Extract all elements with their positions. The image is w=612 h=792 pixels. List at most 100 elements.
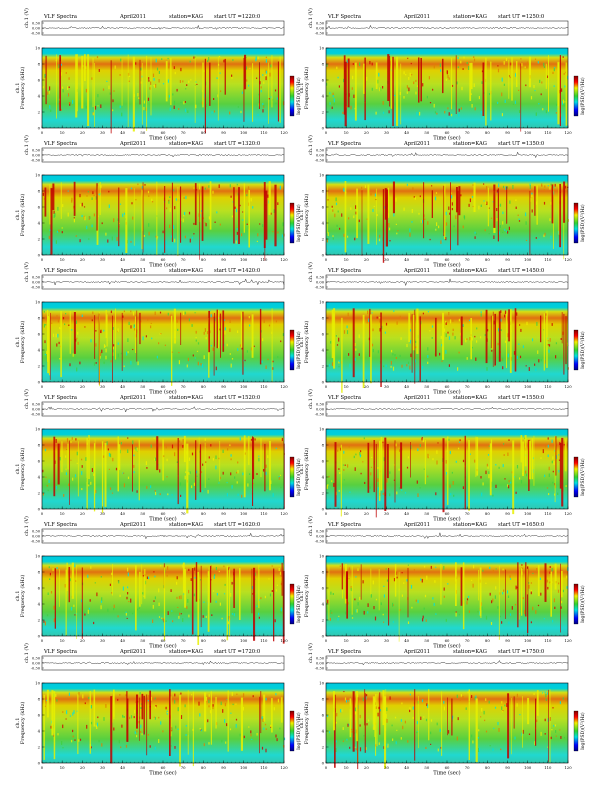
spectral-speckle (496, 218, 498, 222)
spectral-speckle (421, 437, 423, 441)
spectral-speckle (474, 696, 476, 701)
spectral-speckle (275, 734, 277, 738)
spectral-speckle (107, 239, 109, 243)
spectral-speckle (67, 93, 70, 97)
spectral-speckle (249, 473, 251, 475)
spectral-speckle (101, 222, 103, 225)
spectral-speckle (168, 65, 170, 69)
spectral-speckle (453, 225, 455, 228)
spectral-speckle (501, 621, 503, 624)
time-tick-label: 70 (465, 638, 470, 643)
spectral-speckle (516, 465, 519, 469)
time-tick-label: 120 (564, 384, 572, 389)
spectral-speckle (49, 86, 51, 91)
freq-tick-label: 4 (38, 729, 41, 734)
spectral-speckle (411, 221, 413, 223)
spectral-speckle (75, 580, 77, 582)
waveform-tick-label: 0.30 (316, 276, 325, 280)
spectral-speckle (204, 328, 206, 332)
spectral-speckle (399, 609, 401, 611)
spectral-speckle (254, 438, 256, 441)
freq-tick-label: 6 (38, 78, 41, 83)
time-tick-label: 90 (505, 384, 510, 389)
spectral-speckle (501, 711, 504, 713)
spectral-speckle (502, 464, 504, 468)
spectral-speckle (451, 84, 454, 87)
spectral-speckle (165, 445, 167, 449)
spectral-speckle (461, 86, 463, 91)
spectral-speckle (543, 66, 546, 68)
sferic-streak (360, 564, 362, 600)
spectral-speckle (143, 100, 145, 104)
spectral-speckle (504, 310, 507, 315)
spectral-speckle (422, 365, 424, 369)
spectral-speckle (177, 328, 179, 331)
spectral-speckle (426, 703, 428, 707)
spectral-speckle (68, 692, 70, 696)
spectral-speckle (522, 597, 524, 600)
sferic-streak (559, 443, 562, 489)
spectral-speckle (530, 96, 533, 100)
spectral-speckle (326, 82, 328, 86)
sferic-streak (370, 314, 372, 384)
spectral-speckle (432, 88, 434, 91)
spectral-speckle (462, 486, 464, 489)
spectral-speckle (93, 621, 95, 625)
colorbar (573, 329, 579, 371)
spectral-speckle (440, 747, 442, 749)
spectral-speckle (390, 361, 392, 365)
spectral-speckle (447, 730, 450, 734)
spectral-speckle (473, 83, 475, 87)
spectral-speckle (215, 366, 217, 371)
spectral-speckle (533, 693, 535, 695)
spectral-speckle (68, 483, 70, 486)
spectral-speckle (158, 716, 160, 719)
spectral-speckle (403, 96, 405, 99)
freq-tick-label: 0 (322, 761, 325, 766)
spectral-speckle (547, 746, 549, 748)
spectral-speckle (549, 566, 551, 568)
sferic-streak (394, 440, 396, 503)
spectral-speckle (406, 579, 408, 582)
spectral-speckle (466, 338, 468, 340)
spectral-speckle (417, 599, 419, 604)
sferic-streak (54, 568, 56, 629)
spectral-speckle (562, 99, 564, 104)
sferic-streak (132, 56, 135, 132)
spectral-speckle (455, 215, 457, 220)
spectral-speckle (427, 704, 429, 709)
spectral-speckle (170, 589, 172, 592)
freq-axis-label: Frequency (kHz) (303, 702, 310, 745)
spectral-speckle (229, 728, 232, 731)
spectral-speckle (508, 480, 510, 483)
spectral-speckle (359, 596, 361, 601)
spectral-speckle (275, 447, 277, 449)
spectral-speckle (218, 184, 220, 188)
spectral-speckle (277, 356, 279, 358)
spectral-speckle (179, 482, 182, 486)
waveform-tick-label: 0.00 (316, 281, 325, 285)
spectral-speckle (351, 617, 354, 619)
spectral-speckle (503, 589, 505, 592)
spectral-speckle (231, 77, 233, 79)
spectral-speckle (422, 439, 424, 443)
spectral-speckle (343, 479, 345, 481)
spectral-speckle (94, 105, 97, 110)
freq-tick-label: 6 (38, 586, 41, 591)
sferic-streak (65, 569, 67, 636)
sferic-streak (375, 444, 377, 518)
time-tick-label: 20 (364, 130, 369, 135)
spectral-speckle (431, 185, 433, 187)
spectral-speckle (110, 360, 112, 363)
channel-label: ch.1 (299, 591, 305, 602)
spectral-speckle (171, 494, 173, 496)
sferic-streak (498, 311, 501, 362)
spectral-speckle (191, 236, 194, 239)
sferic-streak (132, 444, 133, 492)
spectral-speckle (395, 223, 397, 225)
spectral-speckle (389, 471, 391, 474)
sferic-streak (51, 690, 54, 736)
sferic-streak (229, 568, 231, 637)
spectral-speckle (554, 450, 556, 452)
spectral-speckle (176, 581, 178, 585)
